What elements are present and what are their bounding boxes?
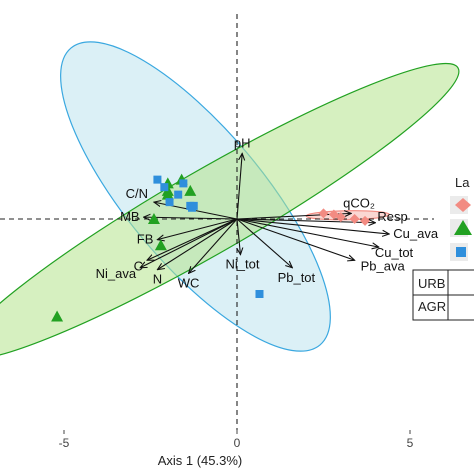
loading-label-MB: MB [120, 209, 140, 224]
legend-table-row-0: URB [418, 276, 445, 291]
loading-label-qCO₂: qCO₂ [343, 195, 375, 210]
x-tick-label-1: 0 [234, 436, 241, 450]
data-points [51, 173, 371, 322]
point-group-2-7 [51, 310, 64, 322]
loading-arrow-Ni_tot [237, 218, 240, 255]
point-group-3-0 [153, 175, 162, 184]
loading-arrow-pH [236, 153, 242, 220]
point-group-2-6 [147, 213, 160, 224]
point-group-1-4 [318, 208, 329, 219]
point-group-3-2 [165, 198, 174, 207]
loading-arrow-FB [157, 218, 238, 240]
legend: La URB AGR [412, 175, 474, 321]
loading-label-pH: pH [234, 135, 251, 150]
loading-arrow-Pb_tot [236, 218, 292, 268]
loading-label-Ni_ava: Ni_ava [96, 266, 137, 281]
point-group-3-6 [160, 183, 169, 192]
loading-label-Resp: Resp [377, 209, 407, 224]
loading-label-Pb_ava: Pb_ava [361, 258, 406, 273]
ellipse-group-2 [0, 62, 460, 361]
point-group-3-8 [255, 290, 264, 298]
point-group-1-1 [335, 212, 346, 223]
legend-key-green [454, 220, 472, 235]
point-group-1-3 [360, 215, 371, 226]
loading-arrows [140, 153, 389, 273]
loading-label-Pb_tot: Pb_tot [278, 270, 316, 285]
loading-arrow-Cu_tot [236, 218, 379, 247]
point-group-3-1 [179, 179, 188, 188]
loading-arrow-Resp [236, 218, 375, 223]
point-group-2-5 [154, 239, 167, 251]
x-axis-title: Axis 1 (45.3%) [158, 453, 243, 468]
point-group-2-2 [184, 184, 197, 196]
loading-arrow-MB [144, 217, 238, 219]
point-group-2-4 [161, 188, 174, 200]
loading-arrow-WC [189, 218, 238, 273]
legend-key-red [455, 198, 471, 212]
point-group-1-2 [349, 214, 360, 224]
loading-arrow-Cu_ava [236, 218, 389, 234]
loading-label-Cu_ava: Cu_ava [393, 226, 439, 241]
loading-label-WC: WC [178, 275, 200, 290]
loading-arrow-N [157, 218, 238, 270]
legend-table-row-1: AGR [418, 299, 446, 314]
loading-label-Ni_tot: Ni_tot [225, 257, 259, 272]
loading-label-C: C [134, 258, 143, 273]
loading-label-N: N [153, 272, 162, 287]
loading-label-FB: FB [137, 232, 154, 247]
loading-label-C/N: C/N [126, 186, 148, 201]
x-axis: -5 0 5 Axis 1 (45.3%) [59, 430, 414, 468]
point-group-3-7 [174, 190, 183, 199]
legend-title: La [455, 175, 470, 190]
loading-arrow-Pb_ava [236, 218, 355, 260]
loading-arrow-C [147, 218, 238, 260]
x-tick-label-2: 5 [407, 436, 414, 450]
x-tick-label-0: -5 [59, 436, 70, 450]
legend-key-blue [456, 247, 466, 257]
loading-arrow-Ni_ava [140, 218, 238, 268]
point-group-3-5 [188, 203, 197, 212]
loading-label-Cu_tot: Cu_tot [375, 245, 414, 260]
